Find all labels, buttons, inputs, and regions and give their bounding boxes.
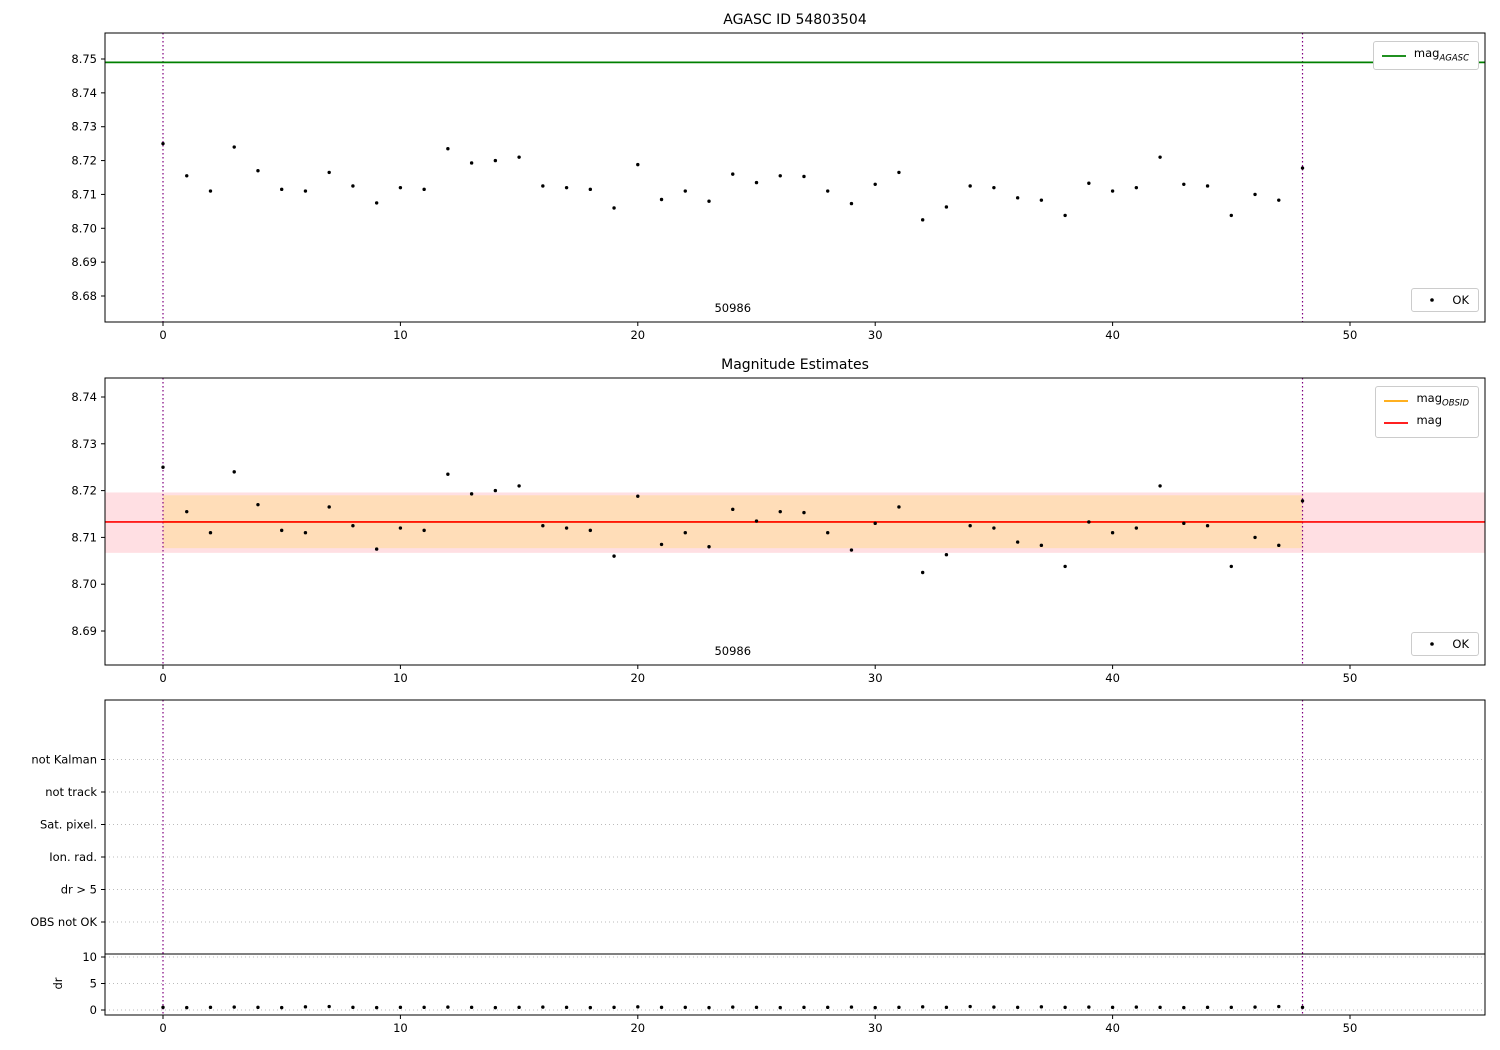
svg-text:8.72: 8.72 bbox=[71, 484, 97, 498]
svg-text:8.69: 8.69 bbox=[71, 624, 97, 638]
ok-dot-icon bbox=[1430, 298, 1435, 302]
legend-ok-middle: OK bbox=[1411, 632, 1479, 656]
svg-text:0: 0 bbox=[159, 671, 166, 685]
svg-text:30: 30 bbox=[868, 1021, 883, 1035]
plot-agasc: 8.68 8.69 8.70 8.71 8.72 8.73 8.74 8.75 0 10 20 30 4… bbox=[71, 32, 1486, 342]
plot-magnitude-estimates: 8.69 8.70 8.71 8.72 8.73 8.74 0 10 20 30 40 50 50986 bbox=[71, 377, 1486, 685]
svg-text:20: 20 bbox=[630, 328, 645, 342]
plot-title-magnitude-estimates: Magnitude Estimates bbox=[721, 357, 869, 373]
svg-text:8.71: 8.71 bbox=[71, 187, 97, 201]
legend-label-mag-obsid: magOBSID bbox=[1416, 391, 1469, 409]
svg-text:20: 20 bbox=[630, 1021, 645, 1035]
svg-text:dr > 5: dr > 5 bbox=[61, 883, 97, 897]
svg-text:8.68: 8.68 bbox=[71, 289, 97, 303]
svg-text:8.74: 8.74 bbox=[71, 390, 97, 404]
svg-text:8.73: 8.73 bbox=[71, 120, 97, 134]
legend-label-ok-top: OK bbox=[1452, 293, 1469, 307]
svg-text:10: 10 bbox=[82, 950, 97, 964]
legend-label-mag-agasc: magAGASC bbox=[1413, 46, 1469, 64]
ok-dot-icon bbox=[1430, 642, 1435, 646]
svg-text:8.70: 8.70 bbox=[71, 221, 97, 235]
obsid-annotation-top: 50986 bbox=[714, 301, 751, 315]
svg-text:not track: not track bbox=[45, 785, 97, 799]
legend-mag-estimates: magOBSID mag bbox=[1375, 386, 1479, 438]
legend-row-mag: mag bbox=[1383, 414, 1469, 431]
obsid-annotation-middle: 50986 bbox=[714, 644, 751, 658]
svg-text:50: 50 bbox=[1343, 671, 1358, 685]
svg-text:5: 5 bbox=[90, 977, 97, 991]
legend-ok-top: OK bbox=[1411, 288, 1479, 312]
svg-text:Ion. rad.: Ion. rad. bbox=[49, 850, 97, 864]
svg-text:8.75: 8.75 bbox=[71, 52, 97, 66]
svg-text:not Kalman: not Kalman bbox=[31, 753, 97, 767]
estimate-mag-points bbox=[161, 465, 1305, 575]
legend-row-mag-obsid: magOBSID bbox=[1383, 392, 1469, 409]
legend-label-mag: mag bbox=[1416, 413, 1443, 428]
dr-points bbox=[161, 1004, 1305, 1010]
svg-text:Sat. pixel.: Sat. pixel. bbox=[40, 818, 97, 832]
agasc-mag-points bbox=[161, 141, 1305, 222]
legend-mag-agasc: magAGASC bbox=[1372, 41, 1479, 71]
svg-text:40: 40 bbox=[1105, 1021, 1120, 1035]
legend-row-ok-middle: OK bbox=[1419, 638, 1469, 650]
svg-text:20: 20 bbox=[630, 671, 645, 685]
dr-axis-label: dr bbox=[51, 977, 65, 989]
svg-text:10: 10 bbox=[393, 1021, 408, 1035]
svg-text:10: 10 bbox=[393, 671, 408, 685]
mag-line-icon bbox=[1384, 422, 1409, 424]
svg-text:8.72: 8.72 bbox=[71, 154, 97, 168]
svg-text:8.73: 8.73 bbox=[71, 437, 97, 451]
plot-flags: not Kalman not track Sat. pixel. Ion. rad. d… bbox=[30, 699, 1486, 1035]
legend-label-ok-middle: OK bbox=[1452, 637, 1469, 651]
svg-text:10: 10 bbox=[393, 328, 408, 342]
legend-row-ok-top: OK bbox=[1419, 294, 1469, 306]
svg-text:50: 50 bbox=[1343, 328, 1358, 342]
svg-text:40: 40 bbox=[1105, 671, 1120, 685]
svg-text:0: 0 bbox=[159, 1021, 166, 1035]
svg-text:0: 0 bbox=[90, 1003, 97, 1017]
svg-text:OBS not OK: OBS not OK bbox=[30, 915, 97, 929]
svg-text:8.71: 8.71 bbox=[71, 530, 97, 544]
obsid-line-icon bbox=[1384, 399, 1409, 402]
legend-row-mag-agasc: magAGASC bbox=[1381, 47, 1469, 64]
svg-text:30: 30 bbox=[868, 671, 883, 685]
svg-text:8.69: 8.69 bbox=[71, 255, 97, 269]
svg-text:40: 40 bbox=[1105, 328, 1120, 342]
svg-text:50: 50 bbox=[1343, 1021, 1358, 1035]
svg-text:0: 0 bbox=[159, 328, 166, 342]
agasc-line-icon bbox=[1381, 54, 1406, 57]
plot-title-agasc: AGASC ID 54803504 bbox=[723, 12, 867, 28]
svg-text:30: 30 bbox=[868, 328, 883, 342]
svg-text:8.74: 8.74 bbox=[71, 86, 97, 100]
svg-text:8.70: 8.70 bbox=[71, 577, 97, 591]
